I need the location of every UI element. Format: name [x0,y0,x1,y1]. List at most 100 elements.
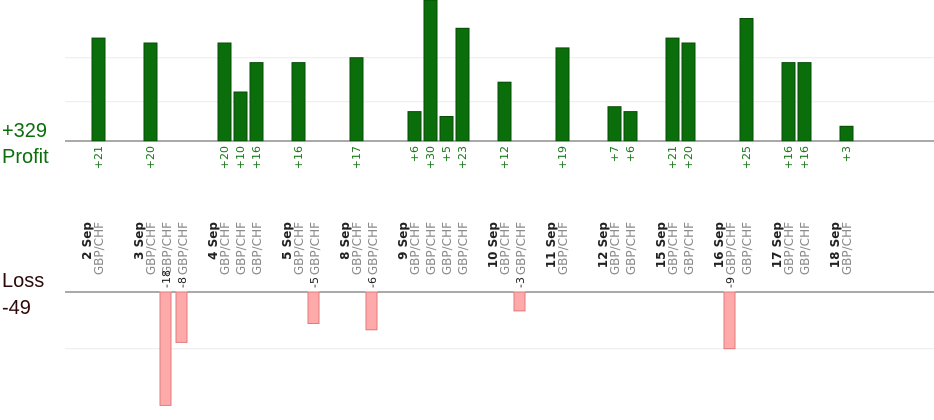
pair-label: GBP/CHF [408,222,422,275]
date-label: 10 Sep [486,222,500,269]
pair-label: GBP/CHF [424,222,438,275]
profit-total: +329 [2,120,47,142]
profit-value-label: +20 [682,146,695,169]
pair-label: GBP/CHF [840,222,854,275]
profit-bar [455,27,470,142]
profit-value-label: +16 [250,146,263,169]
profit-value-label: +20 [218,146,231,169]
pair-label: GBP/CHF [724,222,738,275]
pair-label: GBP/CHF [92,222,106,275]
profit-bar [665,37,680,142]
profit-bar [839,125,854,142]
pair-label: GBP/CHF [456,222,470,275]
pair-label: GBP/CHF [366,222,380,275]
profit-value-label: +30 [424,146,437,169]
profit-value-label: +6 [408,146,421,162]
pair-label: GBP/CHF [234,222,248,275]
date-label: 18 Sep [828,222,842,269]
profit-bar [233,91,248,142]
profit-bar [607,106,622,142]
loss-label: Loss [2,270,44,292]
date-label: 9 Sep [396,222,410,260]
profit-value-label: +7 [608,146,621,162]
profit-value-label: +19 [556,146,569,169]
pair-label: GBP/CHF [798,222,812,275]
pair-label: GBP/CHF [308,222,322,275]
pair-label: GBP/CHF [292,222,306,275]
pair-label: GBP/CHF [350,222,364,275]
trade-bars [91,0,854,406]
profit-value-label: +12 [498,146,511,169]
profit-bar [291,62,306,142]
date-label: 5 Sep [280,222,294,260]
date-label: 15 Sep [654,222,668,269]
profit-value-label: +21 [92,146,105,169]
profit-bar [739,18,754,142]
profit-value-label: +16 [782,146,795,169]
date-label: 3 Sep [132,222,146,260]
pair-label: GBP/CHF [740,222,754,275]
pair-label: GBP/CHF [608,222,622,275]
profit-bar [681,42,696,142]
loss-bar [513,291,526,312]
date-label: 2 Sep [80,222,94,260]
profit-bar [349,57,364,142]
profit-bar [797,62,812,142]
pair-label: GBP/CHF [218,222,232,275]
date-label: 4 Sep [206,222,220,260]
profit-bar [423,0,438,142]
profit-bar [623,111,638,142]
profit-value-label: +21 [666,146,679,169]
loss-value-label: -5 [308,277,321,288]
loss-value-label: -18 [160,270,173,288]
loss-bar [175,291,188,343]
profit-bar [249,62,264,142]
profit-value-label: +10 [234,146,247,169]
profit-bar [91,37,106,142]
profit-value-label: +3 [840,146,853,162]
profit-value-label: +17 [350,146,363,169]
date-label: 16 Sep [712,222,726,269]
profit-value-label: +23 [456,146,469,169]
pair-label: GBP/CHF [514,222,528,275]
loss-bar [307,291,320,324]
pair-label: GBP/CHF [682,222,696,275]
loss-total: -49 [2,297,31,319]
profit-bar [217,42,232,142]
pair-label: GBP/CHF [440,222,454,275]
pair-label: GBP/CHF [498,222,512,275]
profit-bar [497,81,512,142]
pair-label: GBP/CHF [160,222,174,275]
date-label: 11 Sep [544,222,558,269]
profit-value-label: +5 [440,146,453,162]
date-label: 12 Sep [596,222,610,269]
profit-bar [781,62,796,142]
loss-bar [723,291,736,350]
profit-label: Profit [2,146,49,168]
pair-label: GBP/CHF [556,222,570,275]
profit-bar [439,116,454,142]
profit-bar [555,47,570,142]
profit-bar [407,111,422,142]
date-label: 17 Sep [770,222,784,269]
profit-value-label: +6 [624,146,637,162]
loss-value-label: -3 [514,277,527,288]
date-label: 8 Sep [338,222,352,260]
pair-label: GBP/CHF [666,222,680,275]
pair-label: GBP/CHF [144,222,158,275]
profit-value-label: +16 [292,146,305,169]
pair-label: GBP/CHF [176,222,190,275]
profit-bar [143,42,158,142]
loss-value-label: -6 [366,277,379,288]
profit-value-label: +25 [740,146,753,169]
pair-label: GBP/CHF [250,222,264,275]
loss-value-label: -9 [724,277,737,288]
loss-bar [365,291,378,331]
loss-value-label: -8 [176,277,189,288]
pair-label: GBP/CHF [624,222,638,275]
loss-bar [159,291,172,406]
pair-label: GBP/CHF [782,222,796,275]
profit-value-label: +16 [798,146,811,169]
